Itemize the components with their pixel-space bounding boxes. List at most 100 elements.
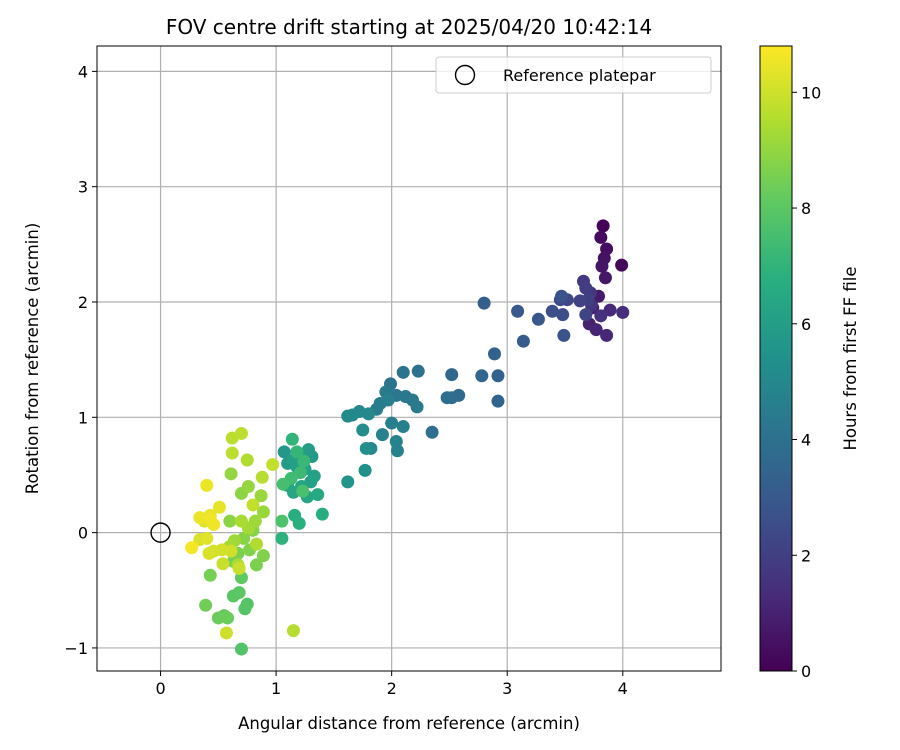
data-point	[199, 598, 213, 612]
data-point	[556, 308, 570, 322]
x-tick-label: 3	[502, 679, 512, 698]
data-point	[396, 365, 410, 379]
data-point	[545, 304, 559, 318]
data-point	[573, 294, 587, 308]
data-point	[246, 498, 260, 512]
data-point	[359, 441, 373, 455]
colorbar-tick-label: 10	[801, 83, 821, 102]
data-point	[511, 304, 525, 318]
data-point	[411, 364, 425, 378]
colorbar-label: Hours from first FF file	[841, 266, 860, 450]
data-point	[219, 626, 233, 640]
data-point	[579, 281, 593, 295]
colorbar-ticks: 0 2 4 6 8 10	[792, 83, 821, 681]
data-point	[200, 478, 214, 492]
data-point	[491, 394, 505, 408]
data-point	[225, 446, 239, 460]
x-axis-ticks: 0 1 2 3 4	[155, 671, 628, 698]
data-point	[297, 454, 311, 468]
data-point	[215, 543, 229, 557]
data-point	[221, 611, 235, 625]
data-point	[203, 568, 217, 582]
data-point	[234, 642, 248, 656]
y-tick-label: 4	[78, 62, 88, 81]
data-point	[275, 531, 289, 545]
data-point	[598, 271, 612, 285]
colorbar: 0 2 4 6 8 10 Hours from first FF file	[759, 45, 860, 681]
legend-open-circle-icon	[454, 64, 476, 86]
data-point	[311, 488, 325, 502]
data-point	[425, 425, 439, 439]
data-point	[595, 259, 609, 273]
data-point	[410, 400, 424, 414]
data-point	[223, 514, 237, 528]
data-point	[603, 303, 617, 317]
data-point	[240, 453, 254, 467]
legend-box	[435, 56, 712, 94]
y-tick-label: 3	[78, 178, 88, 197]
data-point	[224, 467, 238, 481]
data-point	[256, 549, 270, 563]
data-point	[579, 308, 593, 322]
data-point	[249, 558, 263, 572]
data-point	[488, 347, 502, 361]
data-point	[275, 514, 289, 528]
x-axis-label: Angular distance from reference (arcmin)	[238, 714, 580, 733]
data-point	[256, 505, 270, 519]
data-point	[200, 531, 214, 545]
y-tick-label: 0	[78, 524, 88, 543]
data-point	[266, 458, 280, 472]
data-point	[358, 463, 372, 477]
x-tick-label: 4	[618, 679, 628, 698]
data-point	[594, 309, 608, 323]
data-point	[193, 511, 207, 525]
data-point	[249, 537, 263, 551]
data-point	[241, 479, 255, 493]
data-point	[390, 444, 404, 458]
data-point	[381, 393, 395, 407]
colorbar-tick-label: 4	[801, 431, 811, 450]
colorbar-tick-label: 0	[801, 662, 811, 681]
data-points	[185, 219, 630, 656]
data-point	[285, 432, 299, 446]
data-point	[277, 445, 291, 459]
data-point	[445, 368, 459, 382]
data-point	[203, 512, 217, 526]
data-point	[616, 305, 630, 319]
data-point	[232, 561, 246, 575]
colorbar-gradient	[759, 45, 793, 672]
data-point	[254, 489, 268, 503]
data-point	[234, 514, 248, 528]
data-point	[293, 466, 307, 480]
y-tick-label: 1	[78, 408, 88, 427]
data-point	[232, 586, 246, 600]
colorbar-tick-label: 8	[801, 199, 811, 218]
data-point	[315, 507, 329, 521]
data-point	[202, 546, 216, 560]
data-point	[185, 541, 199, 555]
plot-frame	[96, 45, 722, 672]
data-point	[615, 258, 629, 272]
legend: Reference platepar	[435, 56, 712, 94]
data-point	[211, 611, 225, 625]
data-point	[385, 416, 399, 430]
data-point	[238, 602, 252, 616]
data-point	[296, 484, 310, 498]
data-point	[286, 624, 300, 638]
data-point	[234, 426, 248, 440]
y-axis-label: Rotation from reference (arcmin)	[23, 223, 42, 495]
data-point	[596, 219, 610, 233]
data-point	[292, 516, 306, 530]
data-point	[341, 409, 355, 423]
colorbar-tick-label: 6	[801, 315, 811, 334]
data-point	[356, 423, 370, 437]
data-point	[491, 369, 505, 383]
legend-label: Reference platepar	[503, 66, 656, 85]
chart-title: FOV centre drift starting at 2025/04/20 …	[166, 15, 652, 39]
colorbar-tick-label: 2	[801, 546, 811, 565]
reference-platepar-marker	[150, 522, 171, 543]
data-point	[396, 420, 410, 434]
y-axis-ticks: −1 0 1 2 3 4	[64, 62, 97, 658]
data-point	[600, 328, 614, 342]
